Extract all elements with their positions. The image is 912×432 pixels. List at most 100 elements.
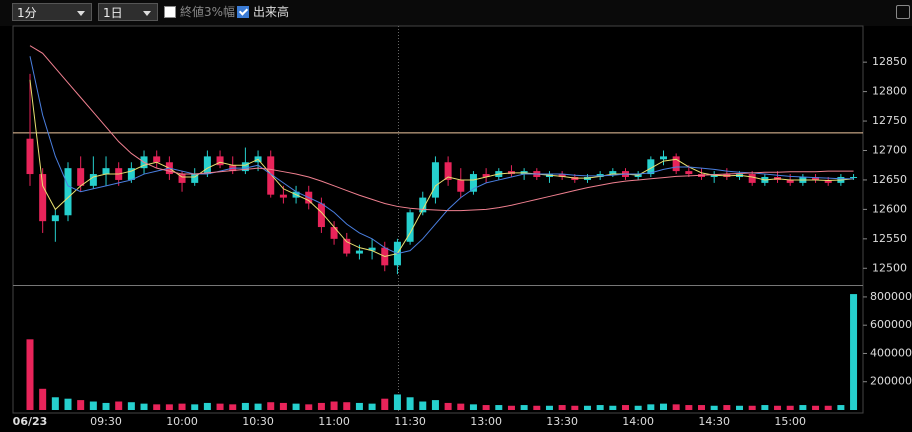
- candle-body: [672, 156, 680, 172]
- candle-body: [824, 179, 832, 183]
- x-tick-label: 13:30: [546, 415, 578, 428]
- settings-button[interactable]: [896, 5, 910, 19]
- volume-bar: [406, 397, 414, 410]
- volume-bar: [127, 402, 135, 410]
- volume-bar: [457, 403, 465, 410]
- volume-bar: [393, 394, 401, 410]
- y-tick-label: 12850: [872, 55, 907, 68]
- candle-body: [469, 174, 477, 192]
- volume-bar: [571, 405, 579, 410]
- volume-tick-label: 800000: [870, 290, 912, 303]
- volume-bar: [89, 401, 97, 410]
- volume-bar: [165, 404, 173, 410]
- volume-bar: [431, 400, 439, 410]
- y-tick-label: 12550: [872, 232, 907, 245]
- x-tick-label: 10:30: [242, 415, 274, 428]
- volume-bar: [533, 405, 541, 410]
- candle-body: [482, 174, 490, 177]
- candle-body: [444, 162, 452, 180]
- candle-body: [39, 174, 47, 222]
- toolbar: 1分 1日 終値3%幅 出来高: [0, 0, 912, 26]
- volume-bar: [241, 402, 249, 410]
- volume-bar: [824, 405, 832, 410]
- interval-select[interactable]: 1分: [12, 3, 92, 21]
- volume-bar: [799, 405, 807, 410]
- candle-body: [660, 156, 667, 160]
- volume-bar: [672, 404, 680, 410]
- volume-bar: [178, 403, 186, 410]
- volume-bar: [495, 405, 503, 410]
- volume-bar: [482, 405, 490, 410]
- volume-bar: [330, 401, 338, 410]
- volume-bar: [558, 405, 566, 410]
- volume-bar: [419, 401, 427, 410]
- volume-tick-label: 600000: [870, 318, 912, 331]
- volume-bar: [774, 405, 782, 410]
- y-tick-label: 12750: [872, 114, 907, 127]
- candle-body: [368, 247, 376, 251]
- candle-body: [203, 156, 211, 175]
- x-tick-label: 09:30: [90, 415, 122, 428]
- volume-bar: [115, 401, 123, 410]
- candle-body: [850, 176, 858, 178]
- volume-bar: [837, 405, 845, 410]
- x-tick-label: 13:00: [470, 415, 502, 428]
- volume-bar: [64, 398, 72, 410]
- candle-body: [216, 156, 224, 166]
- option-label: 出来高: [253, 5, 290, 19]
- candle-body: [178, 174, 186, 183]
- x-tick-label: 14:00: [622, 415, 654, 428]
- volume-bar: [368, 403, 376, 410]
- candle-body: [279, 194, 287, 198]
- volume-bar: [698, 405, 706, 410]
- ma-line: [29, 45, 854, 212]
- x-tick-label: 06/23: [13, 415, 48, 428]
- candle-body: [77, 168, 85, 186]
- candle-body: [647, 159, 655, 175]
- volume-bar: [292, 403, 300, 410]
- candle-body: [558, 174, 566, 177]
- volume-bar: [444, 402, 452, 410]
- y-tick-label: 12650: [872, 173, 907, 186]
- option-checkbox[interactable]: 終値3%幅: [164, 4, 235, 20]
- candle-body: [343, 238, 351, 254]
- period-select[interactable]: 1日: [98, 3, 158, 21]
- candle-body: [419, 197, 427, 213]
- candle-body: [153, 156, 161, 163]
- volume-bar: [685, 405, 693, 410]
- volume-bar: [381, 398, 389, 410]
- volume-bar: [850, 294, 858, 410]
- volume-bar: [507, 405, 515, 410]
- volume-bar: [140, 403, 148, 410]
- volume-bar: [710, 405, 718, 410]
- candle-body: [89, 174, 97, 186]
- candle-body: [685, 171, 693, 175]
- option-label: 終値3%幅: [180, 5, 236, 19]
- candle-body: [748, 174, 756, 183]
- candle-body: [457, 179, 465, 192]
- ma-line: [29, 79, 854, 258]
- candle-body: [267, 156, 275, 195]
- candle-body: [51, 215, 59, 222]
- volume-bar: [609, 405, 617, 410]
- volume-bar: [267, 402, 275, 410]
- volume-bar: [102, 402, 110, 410]
- volume-bar: [583, 405, 591, 410]
- volume-bar: [736, 405, 744, 410]
- x-tick-label: 10:00: [166, 415, 198, 428]
- volume-bar: [317, 402, 325, 410]
- candle-body: [355, 250, 363, 254]
- option-checkbox[interactable]: 出来高: [237, 4, 289, 20]
- volume-bar: [254, 403, 262, 410]
- candle-body: [330, 227, 338, 239]
- y-tick-label: 12700: [872, 143, 907, 156]
- x-tick-label: 11:00: [318, 415, 350, 428]
- candle-body: [64, 168, 72, 216]
- candle-body: [406, 212, 414, 242]
- y-tick-label: 12800: [872, 85, 907, 98]
- plot-frame: [12, 25, 864, 414]
- volume-bar: [596, 405, 604, 410]
- volume-bar: [520, 405, 528, 410]
- y-tick-label: 12600: [872, 202, 907, 215]
- candle-body: [786, 179, 794, 183]
